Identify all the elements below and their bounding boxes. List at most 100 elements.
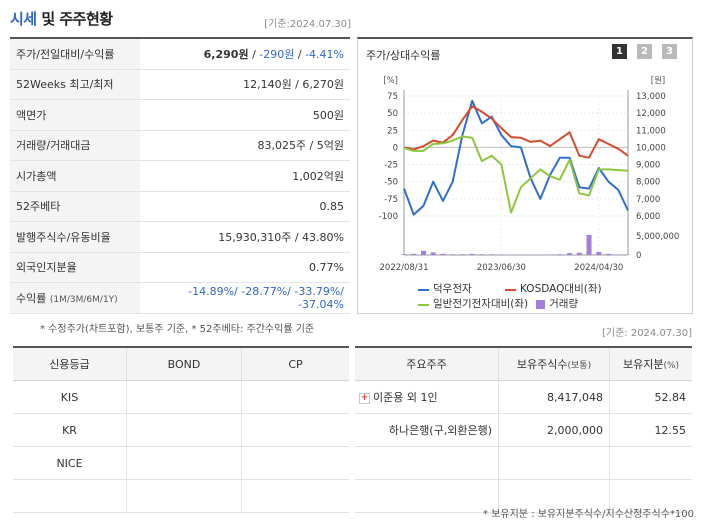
holder-shares: 2,000,000: [498, 413, 610, 447]
quote-label-price: 주가/전일대비/수익률: [10, 37, 140, 70]
chart-page-1-button[interactable]: 1: [612, 44, 627, 59]
credit-cp: [241, 380, 349, 414]
left-tick-label: -25: [384, 161, 398, 171]
quote-value-beta: 0.85: [140, 191, 350, 222]
volume-bar: [489, 254, 495, 255]
credit-cp: [241, 479, 349, 513]
price-chart: [%] [원] 75 50 25 0 -25 -50 -75 -100 13,000 12,000 11…: [379, 76, 680, 273]
credit-rating-table: 신용등급 BOND CP KIS KR NICE: [13, 346, 349, 513]
left-tick-label: -50: [384, 178, 398, 188]
quote-row-mcap: 시가총액 1,002억원: [10, 160, 350, 192]
left-tick-label: 50: [387, 109, 398, 119]
base-date-mid: [기준: 2024.07.30]: [601, 328, 692, 339]
right-tick-label: 13,000: [636, 92, 666, 102]
credit-cp: [241, 446, 349, 480]
table-row: KIS: [13, 380, 349, 414]
quote-value-foreign: 0.77%: [140, 252, 350, 283]
credit-bond: [126, 446, 242, 480]
quote-value-par: 500원: [140, 99, 350, 131]
quote-label-shares: 발행주식수/유동비율: [10, 221, 140, 253]
volume-bar: [420, 250, 426, 255]
table-row: 하나은행(구,외환은행) 2,000,000 12.55: [355, 413, 692, 447]
quote-row-par: 액면가 500원: [10, 99, 350, 131]
chart-page-3-button[interactable]: 3: [662, 44, 677, 59]
volume-bar: [498, 254, 504, 255]
right-tick-label: 9,000: [636, 161, 660, 171]
series-line-2: [403, 135, 629, 214]
table-row: + 이준용 외 1인 8,417,048 52.84: [355, 380, 692, 414]
x-tick-label: 2023/06/30: [477, 263, 526, 273]
chart-page-2-button[interactable]: 2: [637, 44, 652, 59]
table-row: [355, 479, 692, 513]
holder-pct: 52.84: [609, 380, 692, 414]
legend-stock: 덕우전자: [433, 283, 472, 295]
holder-name: 하나은행(구,외환은행): [355, 413, 499, 447]
legend-sector: 일반전기전자대비(좌): [433, 298, 529, 310]
table-row: [13, 479, 349, 513]
volume-bar: [576, 252, 582, 255]
credit-agency: KR: [13, 413, 127, 447]
holder-name: 이준용 외 1인: [373, 391, 438, 404]
volume-bar: [567, 253, 573, 255]
holders-header-pct: 보유지분(%): [609, 346, 692, 381]
price-change: -290원: [259, 47, 295, 61]
volume-bar: [557, 254, 563, 255]
quote-row-foreign: 외국인지분율 0.77%: [10, 252, 350, 283]
credit-cp: [241, 413, 349, 447]
expand-plus-icon[interactable]: +: [359, 392, 370, 404]
holder-name: [355, 446, 499, 480]
holder-shares: 8,417,048: [498, 380, 610, 414]
volume-bar: [596, 251, 602, 255]
holders-note: * 보유지분 : 보유지분주식수/지수산정주식수*100: [483, 509, 694, 520]
legend-volume: 거래량: [549, 298, 579, 310]
credit-bond: [126, 479, 242, 513]
chart-title: 주가/상대수익률: [366, 49, 441, 62]
right-tick-label: 12,000: [636, 109, 666, 119]
quote-row-returns: 수익률 (1M/3M/6M/1Y) -14.89%/ -28.77%/ -33.…: [10, 282, 350, 314]
legend-swatch-sector: [418, 303, 429, 306]
volume-bar: [547, 254, 553, 255]
quote-row-volume: 거래량/거래대금 83,025주 / 5억원: [10, 130, 350, 161]
right-tick-label: 11,000: [636, 126, 666, 136]
quote-value-price: 6,290원 / -290원 / -4.41%: [140, 37, 350, 70]
quote-label-mcap: 시가총액: [10, 160, 140, 192]
x-tick-label: 2024/04/30: [574, 263, 623, 273]
volume-bar: [440, 253, 446, 255]
major-holders-table: 주요주주 보유주식수(보통) 보유지분(%) + 이준용 외 1인 8,417,0…: [355, 346, 692, 513]
series-line-0: [403, 99, 629, 216]
quote-label-52weeks: 52Weeks 최고/최저: [10, 69, 140, 100]
volume-bar: [450, 254, 456, 255]
holder-shares: [498, 479, 610, 513]
quote-label-returns: 수익률 (1M/3M/6M/1Y): [10, 282, 140, 314]
left-tick-label: -75: [384, 195, 398, 205]
credit-header-agency: 신용등급: [13, 346, 127, 381]
table-row: [355, 446, 692, 480]
left-axis-unit: [%]: [383, 76, 398, 86]
volume-bar: [401, 254, 407, 255]
volume-bar: [430, 252, 436, 255]
returns-label-periods: (1M/3M/6M/1Y): [49, 294, 118, 305]
credit-header-row: 신용등급 BOND CP: [13, 346, 349, 381]
credit-bond: [126, 413, 242, 447]
quote-row-shares: 발행주식수/유동비율 15,930,310주 / 43.80%: [10, 221, 350, 253]
quote-value-volume: 83,025주 / 5억원: [140, 130, 350, 161]
volume-tick-label: 0: [636, 251, 641, 261]
volume-bar: [479, 254, 485, 255]
current-price: 6,290원: [203, 47, 249, 61]
right-tick-label: 6,000: [636, 212, 660, 222]
volume-tick-label: 5,000,000: [636, 232, 679, 242]
holder-pct: 12.55: [609, 413, 692, 447]
chart-panel: 주가/상대수익률 1 2 3 [%] [원] 75 50 25 0 -25 -50 -75 -10…: [357, 37, 693, 314]
base-date-top: [기준:2024.07.30]: [264, 19, 351, 30]
quote-value-52weeks: 12,140원 / 6,270원: [140, 69, 350, 100]
footnote: * 수정주가(차트포함), 보통주 기준, * 52주베타: 주간수익률 기준: [40, 324, 315, 335]
right-tick-label: 7,000: [636, 195, 660, 205]
volume-bar: [469, 253, 475, 255]
series-line-1: [403, 105, 629, 159]
section-title-highlight: 시세: [10, 10, 37, 28]
chart-legend: 덕우전자 KOSDAQ대비(좌) 일반전기전자대비(좌) 거래량: [418, 282, 688, 312]
holder-name: [355, 479, 499, 513]
volume-bar: [606, 253, 612, 255]
table-row: NICE: [13, 446, 349, 480]
holder-name-cell[interactable]: + 이준용 외 1인: [355, 380, 499, 414]
